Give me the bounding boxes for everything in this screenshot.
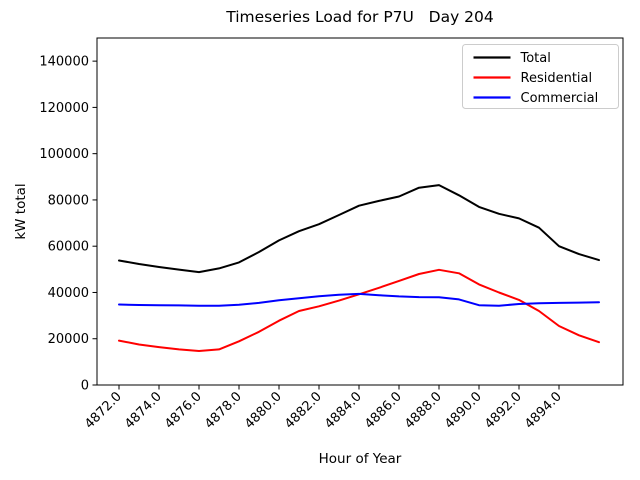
- x-tick-label: 4880.0: [242, 389, 285, 432]
- x-axis-label: Hour of Year: [319, 451, 402, 467]
- plot-border: [96, 37, 624, 386]
- legend-entry-residential: Residential: [473, 71, 593, 86]
- y-tick-label: 60000: [48, 240, 89, 255]
- legend-label-total: Total: [520, 51, 551, 66]
- y-tick-label: 0: [81, 379, 89, 394]
- legend-entry-commercial: Commercial: [473, 91, 599, 106]
- x-tick-label: 4882.0: [282, 389, 325, 432]
- commercial-line: [118, 292, 600, 307]
- y-tick-label: 140000: [39, 55, 89, 70]
- y-tick-label: 100000: [39, 147, 89, 162]
- legend-entry-total: Total: [473, 51, 551, 66]
- chart-title: Timeseries Load for P7U Day 204: [225, 8, 494, 26]
- legend: Total Residential Commercial: [462, 44, 619, 109]
- x-tick-label: 4886.0: [362, 389, 405, 432]
- x-tick-label: 4888.0: [402, 389, 445, 432]
- x-tick-label: 4894.0: [522, 389, 565, 432]
- legend-label-residential: Residential: [521, 71, 593, 86]
- x-tick-label: 4876.0: [162, 389, 205, 432]
- x-tick-label: 4872.0: [82, 389, 125, 432]
- x-tick-label: 4892.0: [482, 389, 525, 432]
- y-tick-label: 120000: [39, 101, 89, 116]
- legend-box: [462, 44, 619, 109]
- legend-label-commercial: Commercial: [521, 91, 599, 106]
- y-tick-label: 20000: [48, 332, 89, 347]
- y-axis: 0 20000 40000 60000 80000 100000 120000 140000: [39, 55, 97, 394]
- x-tick-label: 4874.0: [122, 389, 165, 432]
- y-axis-label: kW total: [13, 183, 29, 239]
- y-tick-label: 40000: [48, 286, 89, 301]
- x-axis: 4872.04874.04876.04878.04880.04882.04884…: [82, 385, 565, 432]
- x-tick-label: 4884.0: [322, 389, 365, 432]
- total-line: [118, 184, 600, 274]
- x-tick-label: 4890.0: [442, 389, 485, 432]
- series-lines: [118, 184, 600, 352]
- y-tick-label: 80000: [48, 193, 89, 208]
- x-tick-label: 4878.0: [202, 389, 245, 432]
